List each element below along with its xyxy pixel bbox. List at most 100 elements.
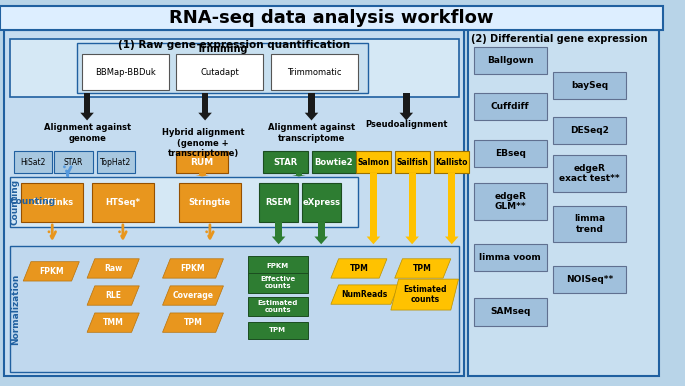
Text: Counting: Counting <box>11 179 20 225</box>
Polygon shape <box>391 279 458 310</box>
Text: RUM: RUM <box>190 157 214 166</box>
Text: NOISeq**: NOISeq** <box>566 274 613 284</box>
Text: limma
trend: limma trend <box>574 214 605 234</box>
Text: Normalization: Normalization <box>11 273 20 345</box>
Text: RLE: RLE <box>105 291 121 300</box>
Text: FPKM: FPKM <box>266 262 288 269</box>
Bar <box>474 140 547 167</box>
Text: SAMseq: SAMseq <box>490 308 530 317</box>
Text: FPKM: FPKM <box>181 264 206 273</box>
Text: Cutadapt: Cutadapt <box>200 68 239 76</box>
Text: Estimated
counts: Estimated counts <box>403 285 447 304</box>
Bar <box>553 117 626 144</box>
Bar <box>10 176 358 227</box>
Text: NumReads: NumReads <box>342 290 388 299</box>
Bar <box>356 151 391 173</box>
Polygon shape <box>87 259 139 278</box>
Text: Sailfish: Sailfish <box>396 157 428 166</box>
Bar <box>318 222 325 237</box>
Text: (2) Differential gene expression: (2) Differential gene expression <box>471 34 647 44</box>
Bar <box>434 151 469 173</box>
Text: TopHat2: TopHat2 <box>101 157 132 166</box>
Polygon shape <box>162 259 223 278</box>
Bar <box>275 222 282 237</box>
Text: Kallisto: Kallisto <box>436 157 468 166</box>
Bar <box>92 183 154 222</box>
Polygon shape <box>331 259 387 278</box>
Bar <box>553 266 626 293</box>
Bar <box>474 298 547 325</box>
Polygon shape <box>80 113 94 120</box>
Bar <box>403 93 410 113</box>
Bar <box>54 151 93 173</box>
Text: Pseudoalignment: Pseudoalignment <box>365 120 447 129</box>
Text: Effective
counts: Effective counts <box>260 276 295 290</box>
Text: edgeR
GLM**: edgeR GLM** <box>495 192 526 212</box>
Text: TPM: TPM <box>349 264 369 273</box>
Text: eXpress: eXpress <box>302 198 340 207</box>
Text: Estimated
counts: Estimated counts <box>258 300 298 313</box>
Bar <box>474 244 547 271</box>
Bar <box>201 93 208 113</box>
Polygon shape <box>314 237 328 244</box>
Bar <box>199 173 205 175</box>
Polygon shape <box>305 113 319 120</box>
Text: HiSat2: HiSat2 <box>20 157 46 166</box>
Text: RNA-seq data analysis workflow: RNA-seq data analysis workflow <box>169 9 493 27</box>
Polygon shape <box>292 175 306 176</box>
Bar <box>10 246 458 372</box>
Bar <box>0 6 662 30</box>
Text: TPM: TPM <box>413 264 432 273</box>
Text: Raw: Raw <box>104 264 122 273</box>
Text: TPM: TPM <box>269 327 286 334</box>
Text: STAR: STAR <box>64 157 83 166</box>
Text: HTSeq*: HTSeq* <box>105 198 140 207</box>
Text: Ballgown: Ballgown <box>487 56 534 65</box>
Text: Trimming: Trimming <box>197 44 248 54</box>
Bar <box>10 39 458 97</box>
Bar <box>295 173 302 175</box>
Text: Cufflinks: Cufflinks <box>32 198 73 207</box>
Text: TPM: TPM <box>184 318 203 327</box>
Bar <box>553 72 626 99</box>
Bar <box>176 54 263 90</box>
Text: limma voom: limma voom <box>479 253 541 262</box>
Text: RSEM: RSEM <box>265 198 292 207</box>
Bar <box>248 322 308 339</box>
Text: EBseq: EBseq <box>495 149 526 158</box>
Bar <box>395 151 429 173</box>
Bar <box>474 183 547 220</box>
Polygon shape <box>406 237 419 244</box>
Polygon shape <box>87 286 139 305</box>
Bar <box>248 296 308 316</box>
Bar <box>469 30 659 376</box>
Text: Salmon: Salmon <box>358 157 389 166</box>
Bar <box>4 30 464 376</box>
Text: Counting: Counting <box>10 197 55 206</box>
Bar <box>474 47 547 74</box>
Text: FPKM: FPKM <box>39 267 64 276</box>
Bar <box>77 43 368 93</box>
Text: Bowtie2: Bowtie2 <box>314 157 353 166</box>
Text: Hybrid alignment
(genome +
transcriptome): Hybrid alignment (genome + transcriptome… <box>162 128 245 158</box>
Bar <box>259 183 298 222</box>
Polygon shape <box>195 175 209 176</box>
Polygon shape <box>331 285 399 304</box>
Bar <box>474 93 547 120</box>
Text: Cuffdiff: Cuffdiff <box>491 102 530 112</box>
Bar <box>82 54 169 90</box>
Text: Coverage: Coverage <box>173 291 214 300</box>
Text: Trimmomatic: Trimmomatic <box>287 68 342 76</box>
Polygon shape <box>445 237 458 244</box>
Polygon shape <box>272 237 286 244</box>
Text: STAR: STAR <box>273 157 297 166</box>
Polygon shape <box>399 113 413 120</box>
Polygon shape <box>87 313 139 332</box>
Bar <box>84 93 90 113</box>
Bar <box>553 155 626 192</box>
Bar <box>179 183 241 222</box>
Polygon shape <box>162 313 223 332</box>
Text: DESeq2: DESeq2 <box>570 125 609 135</box>
Bar <box>14 151 52 173</box>
Bar <box>409 173 416 237</box>
